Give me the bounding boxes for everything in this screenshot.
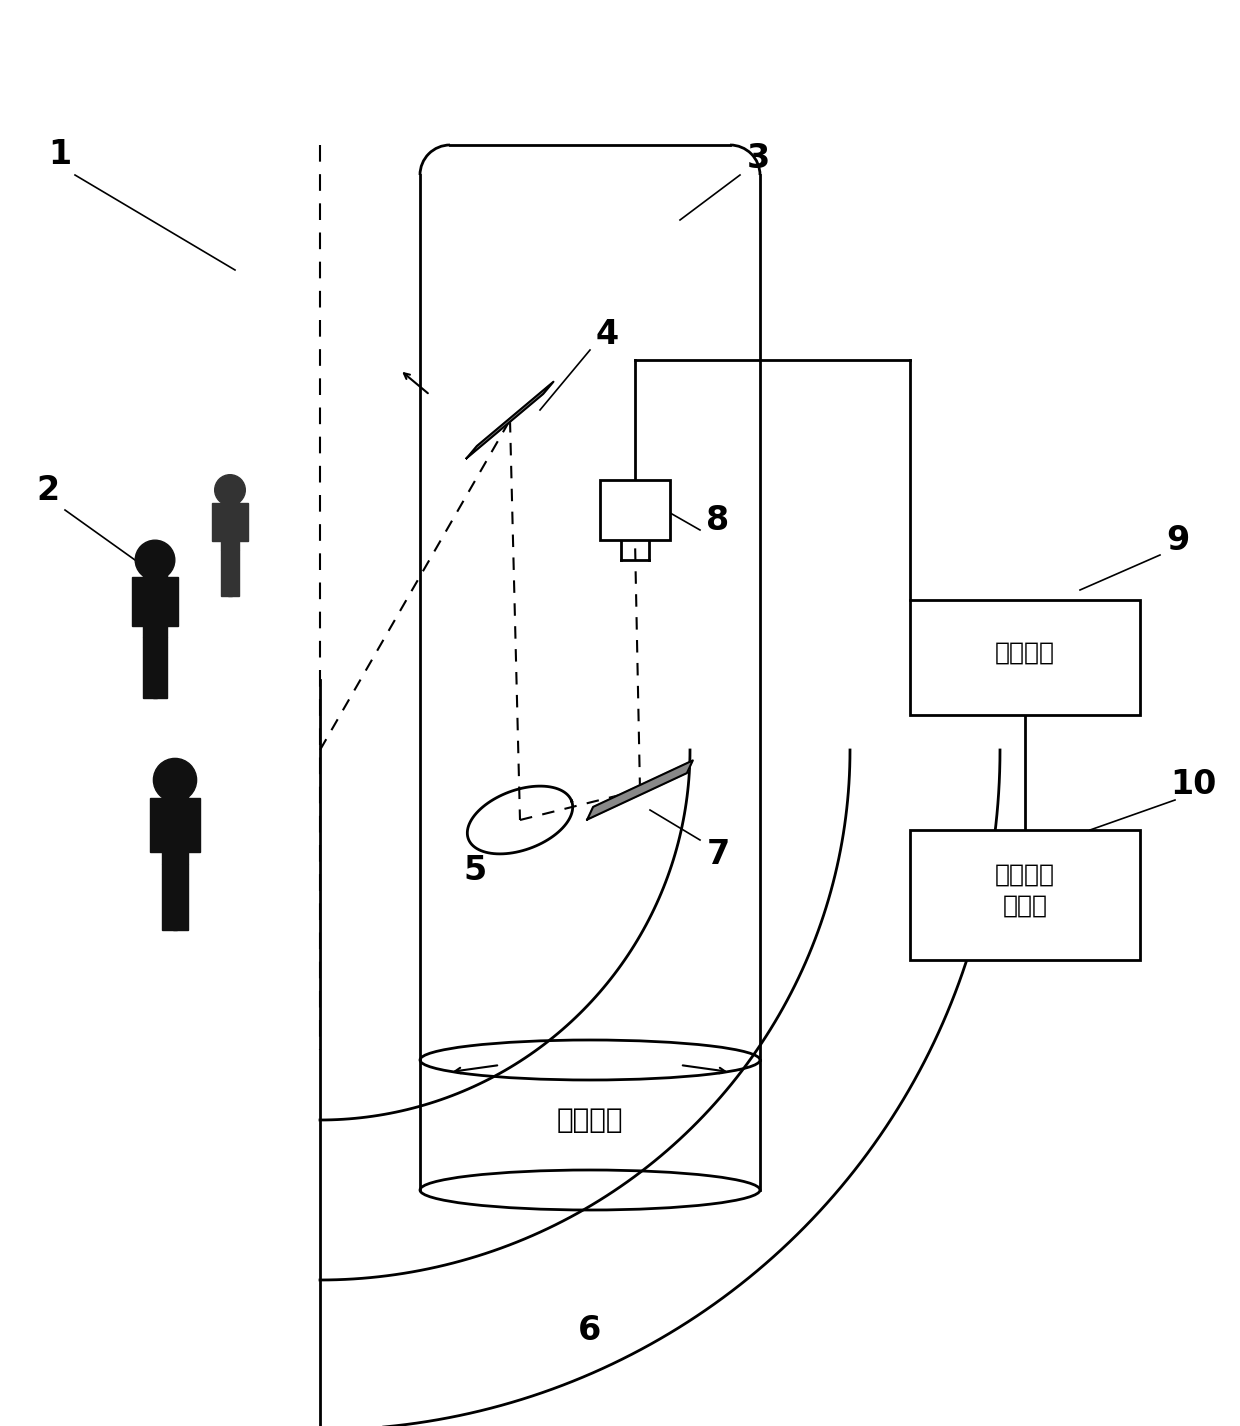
Text: 8: 8 <box>707 503 729 536</box>
Circle shape <box>154 759 197 801</box>
Circle shape <box>215 475 246 505</box>
Text: 2: 2 <box>36 473 60 506</box>
Text: 4: 4 <box>595 318 619 351</box>
Bar <box>161 780 188 864</box>
Bar <box>910 600 1140 714</box>
Bar <box>153 637 167 697</box>
Bar <box>228 549 239 596</box>
Text: 采集系统: 采集系统 <box>994 640 1055 665</box>
Bar <box>188 799 200 851</box>
Bar <box>221 549 232 596</box>
Bar <box>221 491 239 549</box>
Bar <box>131 576 143 626</box>
Bar <box>239 503 248 540</box>
Text: 3: 3 <box>746 141 770 174</box>
Bar <box>143 637 157 697</box>
Polygon shape <box>588 760 693 820</box>
Bar <box>150 799 161 851</box>
Text: 7: 7 <box>707 838 729 871</box>
Bar <box>143 560 167 637</box>
Bar <box>172 864 188 930</box>
Bar <box>167 576 179 626</box>
Text: 伺服系统: 伺服系统 <box>557 1107 624 1134</box>
Text: 9: 9 <box>1167 523 1189 556</box>
Bar <box>600 481 670 540</box>
Bar <box>161 864 177 930</box>
Bar <box>910 830 1140 960</box>
Text: 计算机显
控终端: 计算机显 控终端 <box>994 863 1055 918</box>
Bar <box>212 503 221 540</box>
Text: 10: 10 <box>1169 769 1216 801</box>
Polygon shape <box>466 382 553 458</box>
Text: 6: 6 <box>578 1313 601 1346</box>
Text: 5: 5 <box>464 854 486 887</box>
Text: 1: 1 <box>48 138 72 171</box>
Circle shape <box>135 540 175 580</box>
